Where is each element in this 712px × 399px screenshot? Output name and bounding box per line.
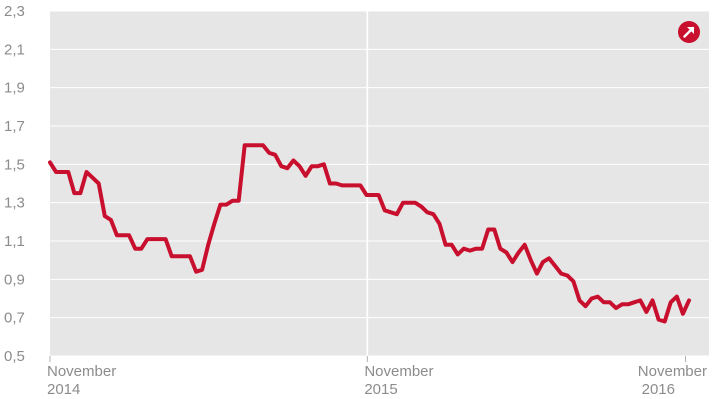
x-tick-label-year: 2016 [642, 381, 675, 398]
x-tick-label-month: November [364, 363, 433, 380]
y-tick-label: 1,7 [4, 118, 25, 135]
x-tick-label-year: 2014 [47, 381, 80, 398]
y-tick-label: 2,3 [4, 3, 25, 20]
grid-lines [50, 10, 709, 357]
y-tick-label: 1,3 [4, 195, 25, 212]
y-tick-label: 0,9 [4, 271, 25, 288]
y-axis: 0,5 0,7 0,9 1,1 1,3 1,5 1,7 1,9 2,1 2,3 [4, 3, 25, 365]
x-tick-label-month: November [47, 363, 116, 380]
y-tick-label: 1,9 [4, 80, 25, 97]
series-line [48, 143, 691, 324]
series-group [48, 143, 691, 324]
y-tick-label: 2,1 [4, 41, 25, 58]
x-tick-label-year: 2015 [364, 381, 397, 398]
y-tick-label: 0,7 [4, 310, 25, 327]
y-tick-label: 1,5 [4, 156, 25, 173]
arrow-up-right-circle-icon[interactable] [678, 21, 700, 43]
x-tick-label-month: November [638, 363, 707, 380]
y-tick-label: 0,5 [4, 348, 25, 365]
icon-arrow-head [687, 27, 694, 34]
y-tick-label: 1,1 [4, 233, 25, 250]
